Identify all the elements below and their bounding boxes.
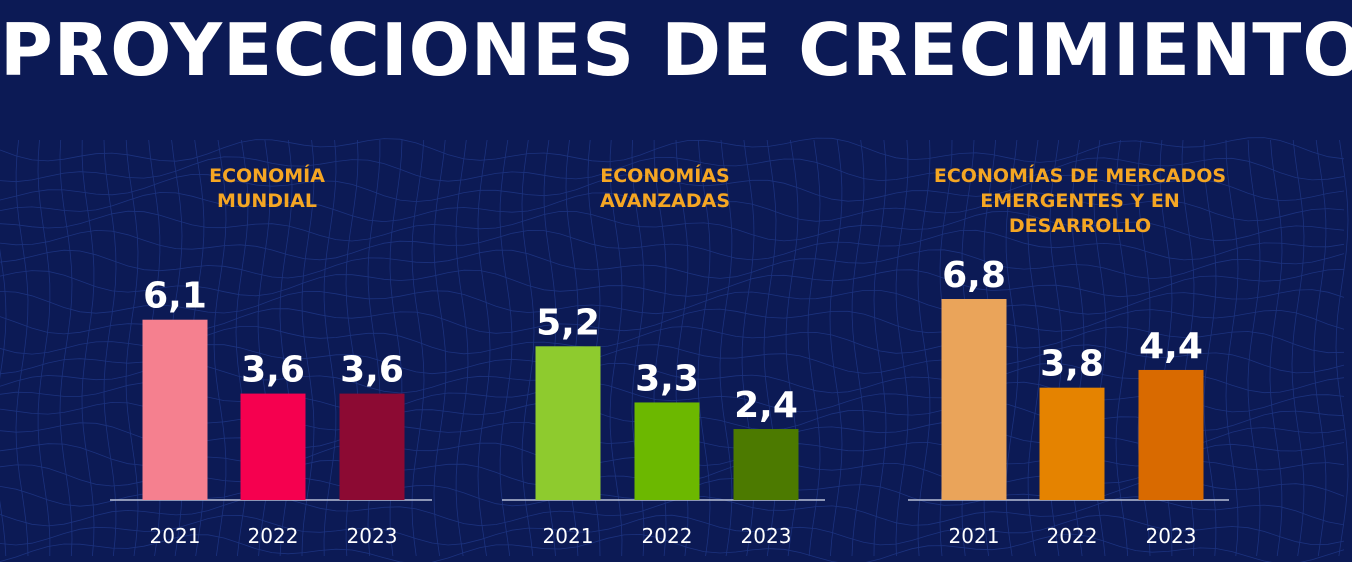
mesh-column bbox=[719, 139, 733, 557]
mesh-column bbox=[829, 139, 843, 557]
bar bbox=[1138, 369, 1204, 500]
chart-title-line: ECONOMÍAS bbox=[600, 164, 730, 187]
mesh-column bbox=[411, 139, 425, 557]
chart-title-line: ECONOMÍA bbox=[209, 164, 325, 187]
mesh-column bbox=[1269, 139, 1283, 557]
mesh-row bbox=[0, 289, 1345, 315]
chart-title-line: AVANZADAS bbox=[600, 190, 730, 212]
data-label: 2,4 bbox=[734, 385, 798, 426]
mesh-row bbox=[0, 268, 1345, 298]
mesh-row bbox=[0, 156, 1345, 183]
mesh-column bbox=[125, 139, 139, 557]
mesh-column bbox=[1225, 139, 1239, 557]
mesh-column bbox=[323, 139, 337, 557]
chart-title-line: ECONOMÍAS DE MERCADOS bbox=[934, 164, 1226, 187]
mesh-column bbox=[103, 139, 117, 557]
x-tick-label: 2022 bbox=[248, 524, 299, 548]
x-tick-label: 2022 bbox=[642, 524, 693, 548]
mesh-row bbox=[0, 137, 1345, 163]
bar bbox=[240, 393, 306, 500]
chart-panel: ECONOMÍAS AVANZADAS 5,2 2021 3,3 2022 2,4 2023 bbox=[502, 164, 825, 548]
mesh-column bbox=[851, 139, 865, 557]
mesh-column bbox=[477, 139, 491, 557]
mesh-column bbox=[433, 139, 447, 557]
mesh-column bbox=[499, 139, 513, 557]
data-label: 3,6 bbox=[340, 350, 404, 391]
chart-title-line: EMERGENTES Y EN bbox=[980, 190, 1179, 212]
mesh-row bbox=[0, 249, 1345, 280]
mesh-column bbox=[807, 139, 821, 557]
x-tick-label: 2021 bbox=[543, 524, 594, 548]
x-tick-label: 2021 bbox=[150, 524, 201, 548]
chart-title-line: MUNDIAL bbox=[217, 190, 317, 212]
mesh-column bbox=[81, 139, 95, 557]
mesh-column bbox=[1335, 139, 1349, 557]
mesh-column bbox=[1313, 139, 1327, 557]
mesh-column bbox=[59, 139, 73, 557]
mesh-row bbox=[0, 308, 1345, 335]
bar bbox=[941, 299, 1007, 500]
mesh-row bbox=[0, 533, 1345, 562]
mesh-row bbox=[0, 381, 1345, 413]
data-label: 6,8 bbox=[942, 255, 1006, 296]
mesh-column bbox=[37, 139, 51, 557]
chart-panel: ECONOMÍAS DE MERCADOS EMERGENTES Y EN DESA… bbox=[908, 164, 1229, 548]
data-label: 3,8 bbox=[1040, 344, 1104, 385]
chart-panel: ECONOMÍA MUNDIAL 6,1 2021 3,6 2022 3,6 2023 bbox=[110, 164, 432, 548]
mesh-column bbox=[521, 139, 535, 557]
mesh-column bbox=[1027, 139, 1041, 557]
mesh-row bbox=[0, 173, 1345, 203]
x-tick-label: 2022 bbox=[1047, 524, 1098, 548]
mesh-column bbox=[213, 139, 227, 557]
chart-title-line: DESARROLLO bbox=[1009, 215, 1151, 237]
x-tick-label: 2023 bbox=[741, 524, 792, 548]
bar bbox=[339, 393, 405, 500]
bar bbox=[142, 319, 208, 500]
mesh-row bbox=[0, 192, 1345, 223]
data-label: 3,6 bbox=[241, 350, 305, 391]
mesh-row bbox=[0, 496, 1345, 527]
mesh-column bbox=[609, 139, 623, 557]
bar bbox=[634, 402, 700, 500]
data-label: 6,1 bbox=[143, 276, 207, 317]
mesh-column bbox=[697, 139, 711, 557]
data-label: 4,4 bbox=[1139, 326, 1203, 367]
mesh-column bbox=[1115, 139, 1129, 557]
bar bbox=[535, 346, 601, 500]
mesh-column bbox=[1247, 139, 1261, 557]
mesh-column bbox=[895, 139, 909, 557]
mesh-row bbox=[0, 362, 1345, 394]
mesh-row bbox=[0, 344, 1345, 375]
mesh-column bbox=[301, 139, 315, 557]
mesh-row bbox=[0, 229, 1345, 261]
mesh-column bbox=[917, 139, 931, 557]
mesh-column bbox=[0, 248, 7, 557]
mesh-row bbox=[0, 326, 1345, 355]
bar bbox=[733, 429, 799, 500]
data-label: 3,3 bbox=[635, 358, 699, 399]
wireframe-mesh bbox=[0, 137, 1349, 562]
mesh-row bbox=[0, 210, 1345, 242]
mesh-row bbox=[0, 514, 1345, 546]
mesh-column bbox=[1291, 139, 1305, 557]
x-tick-label: 2023 bbox=[1146, 524, 1197, 548]
mesh-column bbox=[1203, 139, 1217, 557]
page-title: PROYECCIONES DE CRECIMIENTO bbox=[0, 8, 1352, 92]
mesh-column bbox=[455, 139, 469, 557]
x-tick-label: 2023 bbox=[347, 524, 398, 548]
mesh-column bbox=[15, 139, 29, 557]
bar bbox=[1039, 387, 1105, 500]
x-tick-label: 2021 bbox=[949, 524, 1000, 548]
data-label: 5,2 bbox=[536, 302, 600, 343]
mesh-column bbox=[873, 139, 887, 557]
